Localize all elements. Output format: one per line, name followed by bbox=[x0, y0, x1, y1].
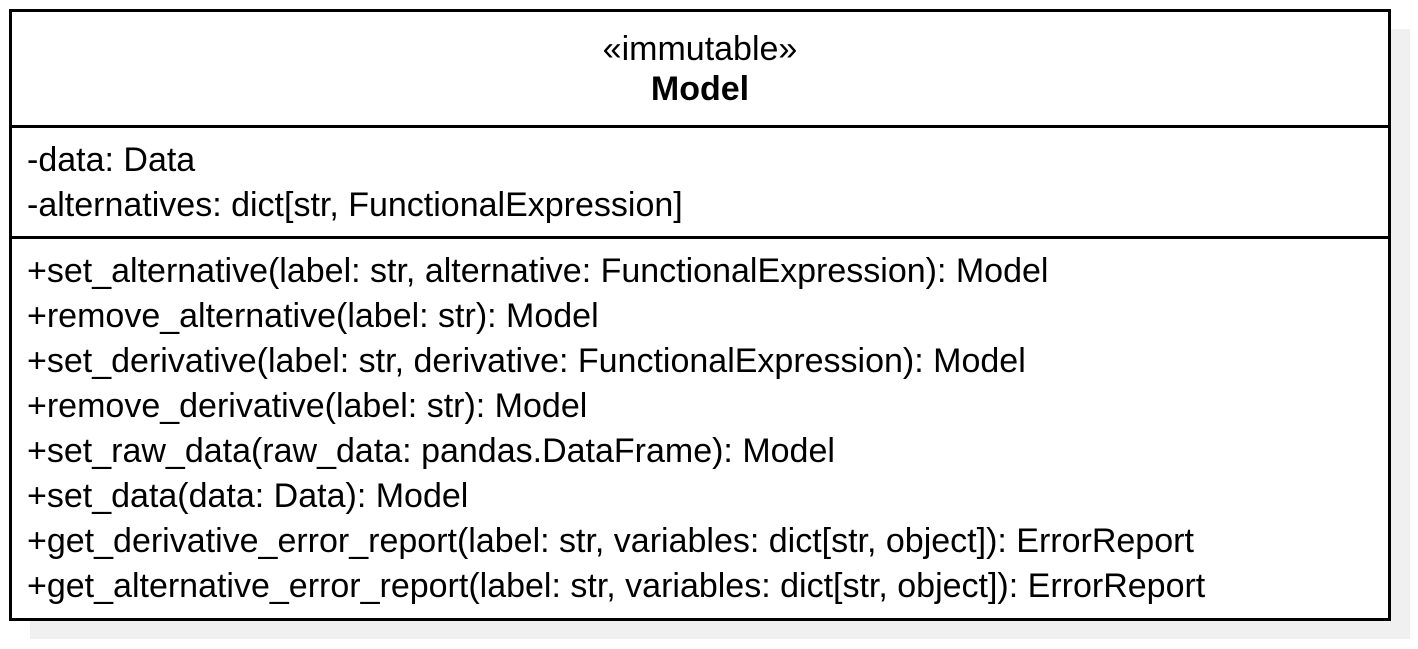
class-header: «immutable» Model bbox=[12, 12, 1388, 128]
operation-remove-alternative: +remove_alternative(label: str): Model bbox=[27, 297, 599, 335]
operation-remove-derivative: +remove_derivative(label: str): Model bbox=[27, 387, 588, 425]
attributes-compartment: -data: Data -alternatives: dict[str, Fun… bbox=[12, 128, 1388, 239]
operation-set-derivative: +set_derivative(label: str, derivative: … bbox=[27, 342, 1026, 380]
operation-get-alternative-error-report: +get_alternative_error_report(label: str… bbox=[27, 567, 1206, 605]
attribute-data: -data: Data bbox=[27, 141, 196, 179]
class-stereotype: «immutable» bbox=[602, 29, 798, 68]
operation-get-derivative-error-report: +get_derivative_error_report(label: str,… bbox=[27, 522, 1194, 560]
operation-set-data: +set_data(data: Data): Model bbox=[27, 477, 469, 515]
attribute-alternatives: -alternatives: dict[str, FunctionalExpre… bbox=[27, 186, 683, 224]
uml-class-model: «immutable» Model -data: Data -alternati… bbox=[9, 9, 1391, 621]
class-name: Model bbox=[650, 69, 750, 108]
operation-set-raw-data: +set_raw_data(raw_data: pandas.DataFrame… bbox=[27, 432, 835, 470]
operation-set-alternative: +set_alternative(label: str, alternative… bbox=[27, 252, 1049, 290]
operations-compartment: +set_alternative(label: str, alternative… bbox=[12, 239, 1388, 609]
